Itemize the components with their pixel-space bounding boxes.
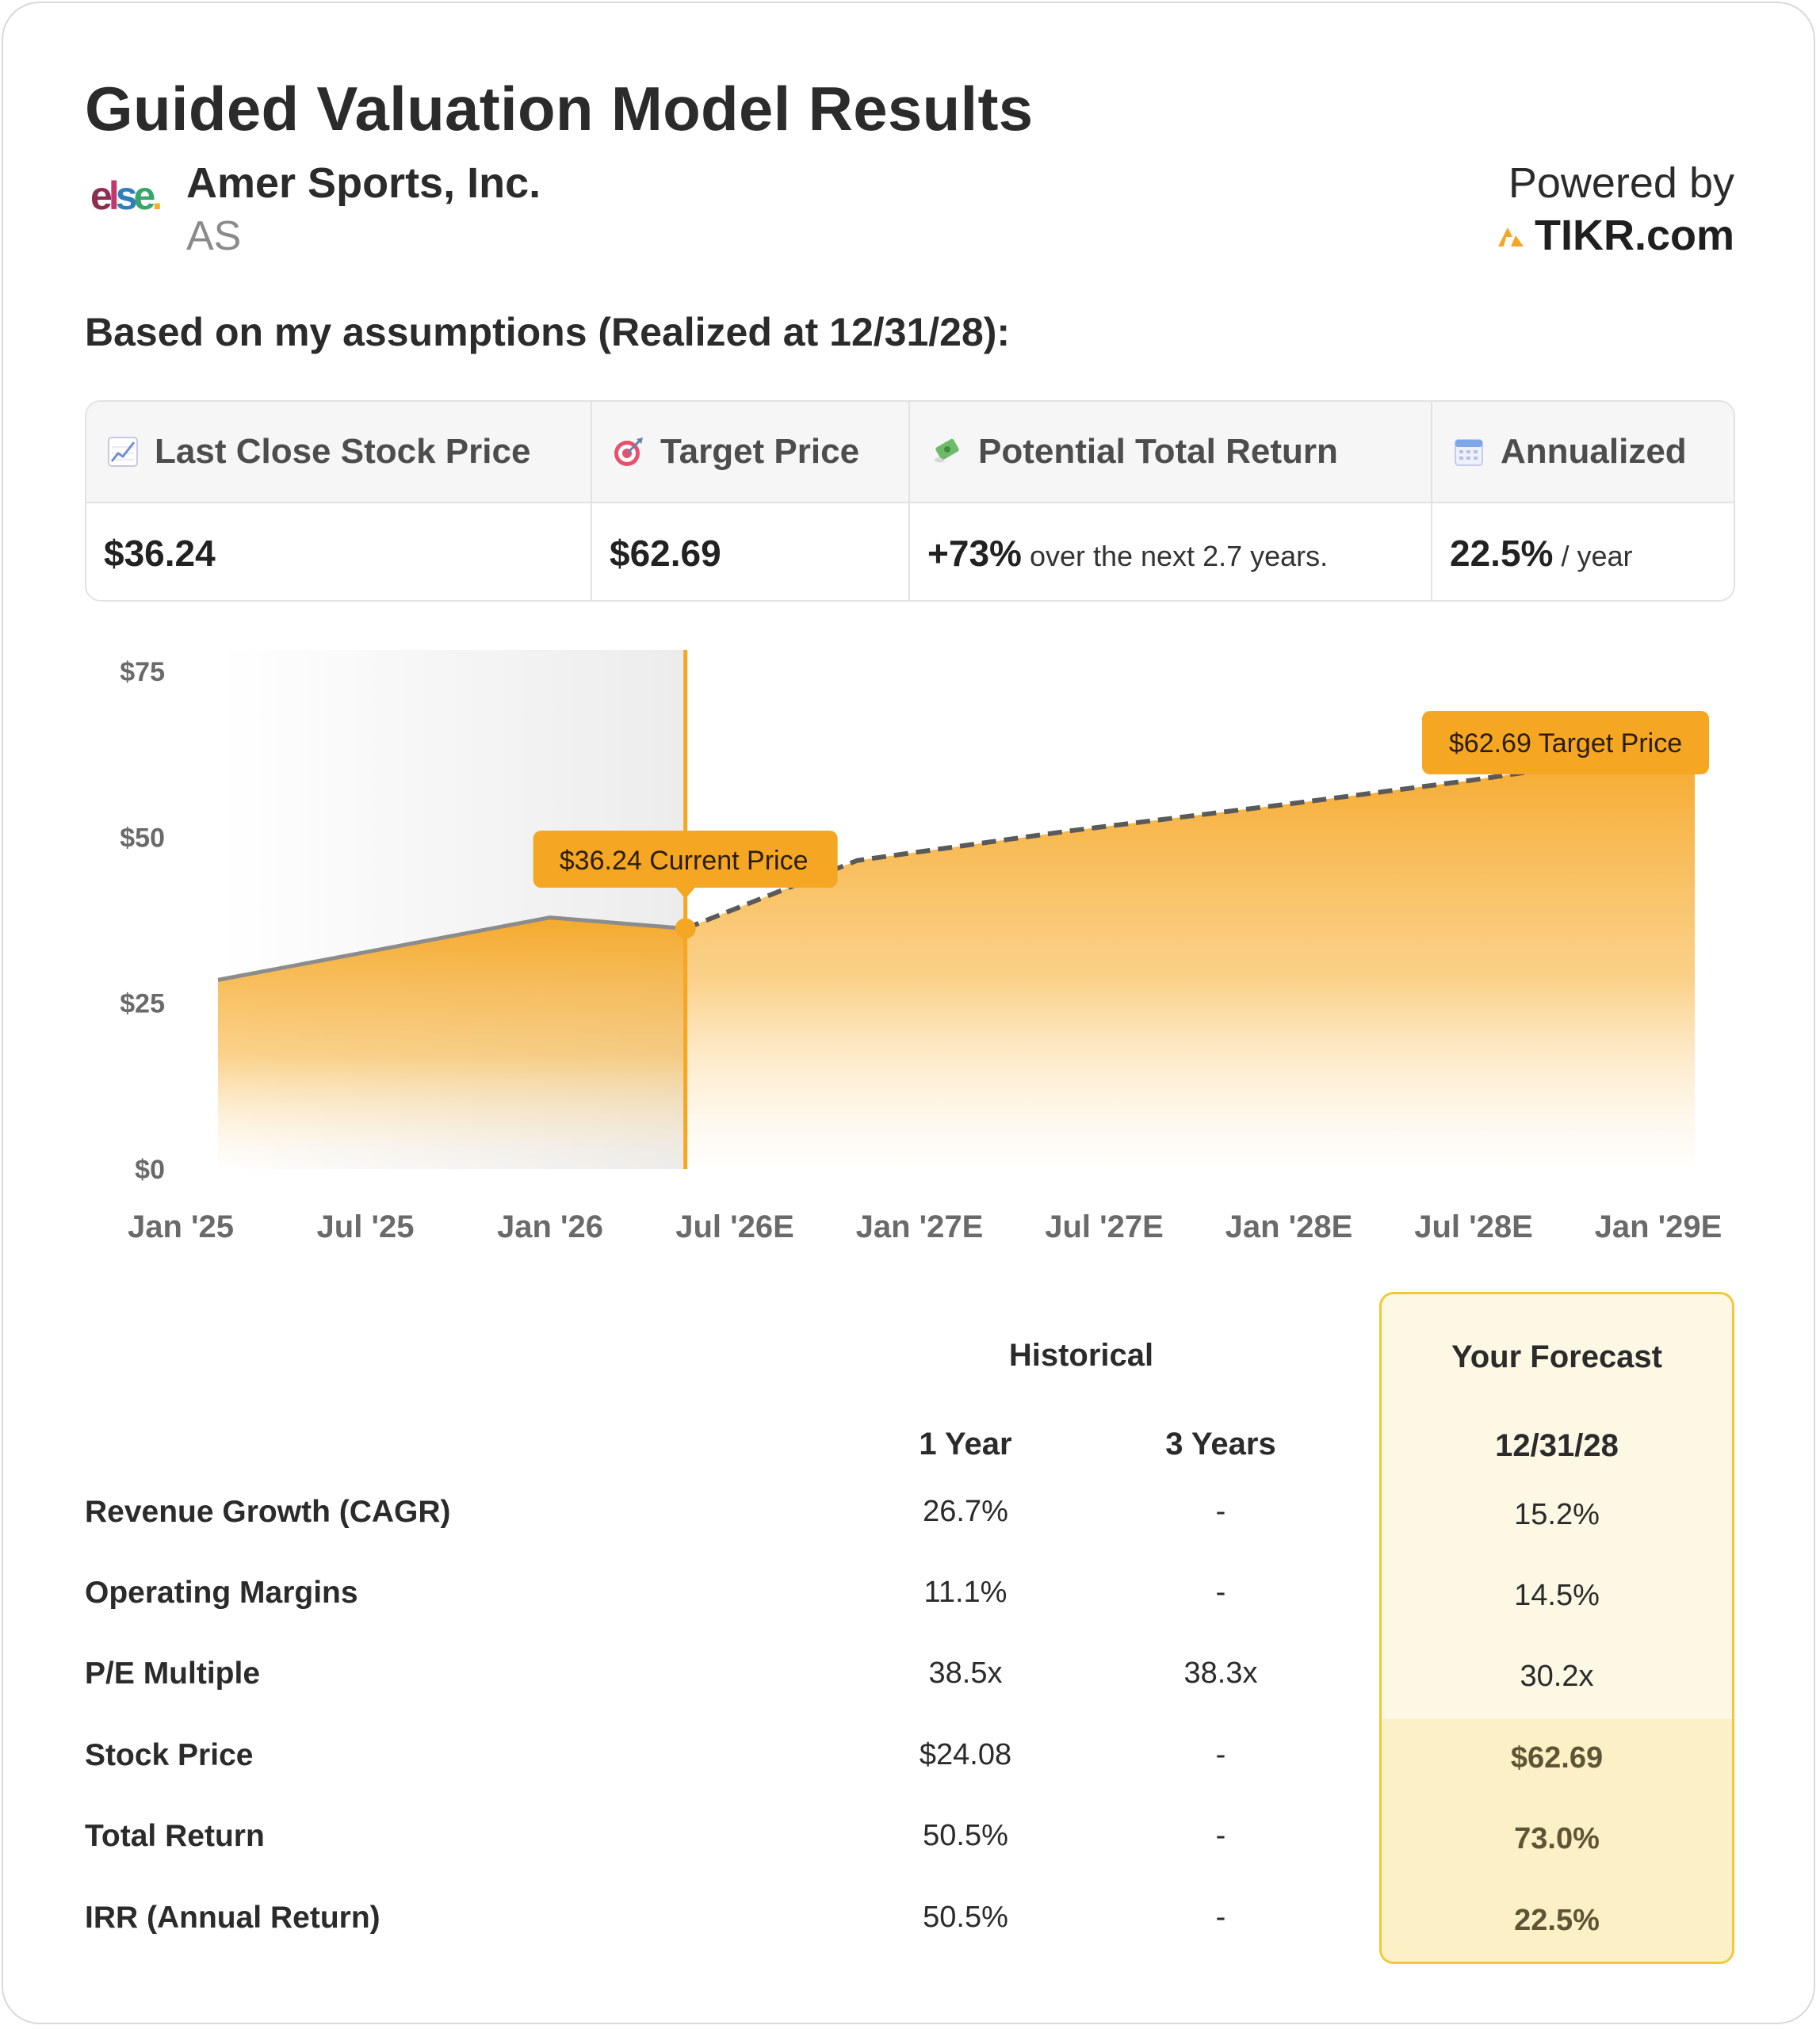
cell-1-year: 50.5% xyxy=(923,1819,1008,1852)
summary-col-target: Target Price $62.69 xyxy=(591,402,910,600)
row-label: Stock Price xyxy=(85,1738,254,1772)
calendar-icon xyxy=(1455,439,1483,466)
summary-label: Potential Total Return xyxy=(978,432,1338,471)
forecast-header: Your Forecast xyxy=(1451,1339,1662,1374)
target-price-badge xyxy=(1422,711,1709,774)
summary-label: Annualized xyxy=(1501,432,1687,471)
target-price-label: $62.69 Target Price xyxy=(1449,728,1682,758)
current-price-point xyxy=(675,918,696,939)
assumptions-heading: Based on my assumptions (Realized at 12/… xyxy=(85,310,1011,354)
x-tick-label: Jan '27E xyxy=(856,1209,984,1244)
chart-increasing-icon xyxy=(108,437,138,467)
cell-1-year: 50.5% xyxy=(923,1901,1008,1934)
cell-3-years: - xyxy=(1215,1576,1226,1609)
cell-forecast: 22.5% xyxy=(1514,1904,1600,1937)
summary-label: Last Close Stock Price xyxy=(155,432,531,471)
summary-header-last-close: Last Close Stock Price xyxy=(107,432,530,472)
y-tick-label: $75 xyxy=(120,657,165,687)
cell-forecast: 73.0% xyxy=(1514,1822,1600,1855)
summary-header-target: Target Price xyxy=(613,432,859,472)
col-3-years: 3 Years xyxy=(1165,1427,1276,1462)
cell-forecast: 14.5% xyxy=(1514,1579,1600,1612)
historical-area xyxy=(218,917,686,1169)
tikr-logo-icon xyxy=(1497,227,1524,246)
col-1-year: 1 Year xyxy=(919,1427,1012,1462)
cell-3-years: - xyxy=(1215,1819,1226,1852)
company-name: Amer Sports, Inc. xyxy=(186,159,541,207)
current-price-badge-pointer xyxy=(675,888,695,899)
summary-value-last-close: $36.24 xyxy=(104,532,216,575)
summary-col-last-close: Last Close Stock Price $36.24 xyxy=(86,402,591,600)
forecast-column xyxy=(1379,1292,1734,1964)
powered-by-label: Powered by xyxy=(1508,159,1734,207)
summary-value-target: $62.69 xyxy=(610,532,721,575)
summary-value: $62.69 xyxy=(610,533,721,574)
x-tick-label: Jul '25 xyxy=(317,1209,415,1244)
cell-1-year: 38.5x xyxy=(928,1656,1003,1690)
target-icon xyxy=(614,438,643,466)
summary-label: Target Price xyxy=(660,432,860,471)
x-tick-label: Jul '28E xyxy=(1414,1209,1533,1244)
y-tick-label: $50 xyxy=(120,823,165,853)
cell-3-years: - xyxy=(1215,1495,1226,1528)
row-label: Total Return xyxy=(85,1819,265,1853)
summary-table: Last Close Stock Price $36.24 Target Pri… xyxy=(85,400,1735,602)
company-logo: else. xyxy=(90,174,162,218)
cell-3-years: 38.3x xyxy=(1183,1656,1258,1690)
y-tick-label: $25 xyxy=(120,989,165,1019)
page-title: Guided Valuation Model Results xyxy=(85,74,1034,143)
x-tick-label: Jul '27E xyxy=(1045,1209,1164,1244)
current-price-label: $36.24 Current Price xyxy=(560,846,809,876)
x-tick-label: Jan '25 xyxy=(128,1209,234,1244)
historical-line xyxy=(217,915,686,982)
money-with-wings-icon xyxy=(934,438,959,463)
summary-value-annualized: 22.5% / year xyxy=(1450,532,1632,575)
cell-1-year: 26.7% xyxy=(923,1495,1008,1528)
cell-forecast: $62.69 xyxy=(1510,1741,1604,1775)
x-tick-label: Jan '29E xyxy=(1595,1209,1722,1244)
brand-name: TIKR.com xyxy=(1534,212,1734,259)
summary-header-total-return: Potential Total Return xyxy=(931,432,1338,472)
forecast-area xyxy=(685,753,1696,1169)
summary-value-suffix: / year xyxy=(1561,540,1633,572)
row-label: IRR (Annual Return) xyxy=(85,1901,380,1935)
cell-3-years: - xyxy=(1215,1738,1226,1771)
cell-forecast: 30.2x xyxy=(1520,1660,1594,1693)
x-tick-label: Jul '26E xyxy=(675,1209,794,1244)
summary-value: $36.24 xyxy=(104,533,216,574)
cell-1-year: 11.1% xyxy=(923,1576,1008,1609)
summary-value-suffix: over the next 2.7 years. xyxy=(1029,540,1329,572)
summary-value: +73% xyxy=(927,533,1022,574)
current-price-badge xyxy=(533,831,838,888)
brand-link[interactable]: TIKR.com xyxy=(1497,211,1734,260)
row-label: Operating Margins xyxy=(85,1576,358,1610)
historical-header: Historical xyxy=(1008,1338,1154,1373)
x-tick-label: Jan '26 xyxy=(497,1209,603,1244)
cell-forecast: 15.2% xyxy=(1514,1498,1600,1531)
cell-1-year: $24.08 xyxy=(919,1738,1012,1771)
summary-col-total-return: Potential Total Return +73% over the next… xyxy=(908,402,1432,600)
company-ticker: AS xyxy=(186,213,242,259)
summary-value: 22.5% xyxy=(1450,533,1554,574)
summary-header-annualized: Annualized xyxy=(1453,432,1687,472)
x-tick-label: Jan '28E xyxy=(1225,1209,1353,1244)
summary-col-annualized: Annualized 22.5% / year xyxy=(1431,402,1734,600)
row-label: P/E Multiple xyxy=(85,1656,261,1691)
col-forecast-date: 12/31/28 xyxy=(1495,1428,1619,1463)
price-chart: $0 $25 $50 $75 Jan '25 Jul '25 Jan '26 Jul '26E… xyxy=(120,650,1722,1244)
row-label: Revenue Growth (CAGR) xyxy=(85,1495,451,1529)
summary-value-total-return: +73% over the next 2.7 years. xyxy=(927,532,1328,575)
y-tick-label: $0 xyxy=(135,1155,165,1185)
cell-3-years: - xyxy=(1215,1901,1226,1934)
forecast-results-band xyxy=(1382,1719,1732,1962)
